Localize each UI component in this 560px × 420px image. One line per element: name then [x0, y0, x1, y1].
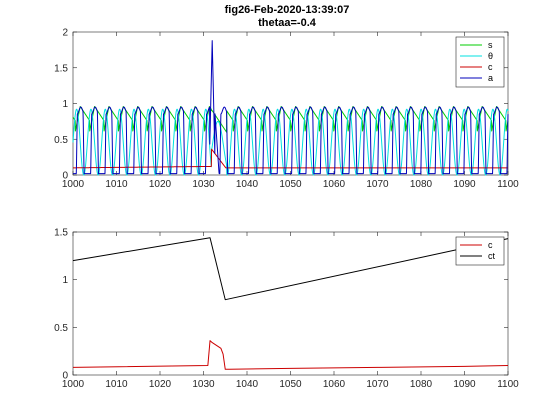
x-tick-label: 1010: [105, 179, 128, 190]
x-tick-label: 1080: [410, 379, 433, 390]
x-tick-label: 1090: [453, 379, 476, 390]
y-tick-label: 0.5: [54, 323, 68, 334]
y-tick-label: 0.5: [54, 135, 68, 146]
legend-label: a: [488, 73, 493, 83]
x-tick-label: 1050: [279, 379, 302, 390]
x-tick-label: 1040: [236, 379, 259, 390]
bottom-chart-panel: 1000 1010 1020 1030 1040 1050 1060 1070 1080 1090…: [54, 228, 519, 391]
x-tick-label: 1070: [366, 379, 389, 390]
legend-label: c: [488, 240, 493, 250]
y-tick-label: 1.5: [54, 228, 68, 239]
legend-box: [455, 236, 505, 266]
figure-title-line-2: thetaa=-0.4: [258, 17, 317, 29]
legend-label: ct: [488, 251, 496, 261]
x-tick-label: 1040: [236, 179, 259, 190]
x-tick-label: 1060: [323, 379, 346, 390]
x-tick-label: 1020: [149, 179, 172, 190]
x-tick-label: 1030: [192, 379, 215, 390]
series-line-theta: [72, 108, 509, 176]
x-tick-label: 1000: [62, 179, 85, 190]
x-tick-label: 1080: [410, 179, 433, 190]
x-tick-label: 1100: [497, 179, 519, 190]
legend-label: c: [488, 62, 493, 72]
plot-area-frame: [72, 231, 509, 376]
series-line-c: [72, 340, 509, 370]
figure-title-line-1: fig26-Feb-2020-13:39:07: [225, 4, 350, 16]
y-tick-label: 2: [62, 28, 68, 39]
y-tick-label: 1: [62, 275, 68, 286]
top-chart-panel: 1000 1010 1020 1030 1040 1050 1060 1070 1080 1090…: [54, 28, 519, 191]
series-line-a: [72, 40, 509, 175]
x-tick-label: 1030: [192, 179, 215, 190]
x-tick-label: 1100: [497, 379, 519, 390]
x-tick-label: 1050: [279, 179, 302, 190]
x-tick-label: 1010: [105, 379, 128, 390]
y-tick-label: 0: [62, 171, 68, 182]
y-tick-label: 1.5: [54, 63, 68, 74]
x-tick-label: 1070: [366, 179, 389, 190]
x-tick-label: 1000: [62, 379, 85, 390]
x-tick-label: 1020: [149, 379, 172, 390]
legend-label: θ: [488, 51, 493, 61]
legend-label: s: [488, 40, 493, 50]
y-tick-label: 1: [62, 99, 68, 110]
y-tick-label: 0: [62, 371, 68, 382]
x-tick-label: 1060: [323, 179, 346, 190]
series-line-ct: [72, 237, 509, 301]
x-tick-label: 1090: [453, 179, 476, 190]
